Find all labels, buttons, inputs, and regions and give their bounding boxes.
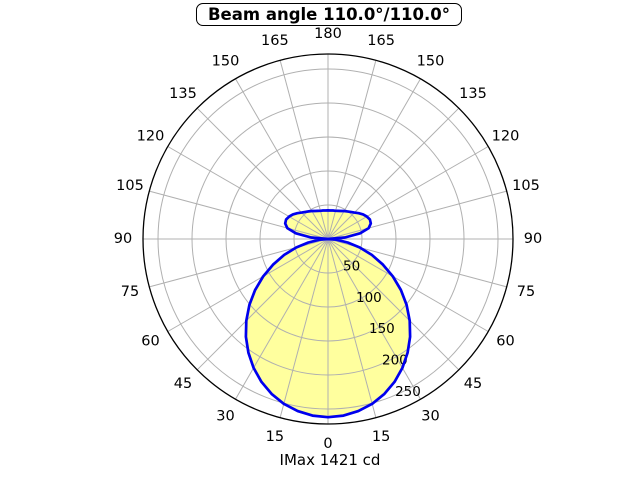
grid-spoke xyxy=(167,238,329,332)
angle-tick-label: 45 xyxy=(174,376,192,392)
angle-tick-label: 120 xyxy=(137,129,165,145)
grid-spoke xyxy=(327,78,421,240)
grid-spoke xyxy=(279,60,329,240)
grid-spoke xyxy=(235,78,329,240)
grid-spoke xyxy=(327,190,507,240)
angle-tick-label: 165 xyxy=(261,33,289,49)
angle-tick-label: 45 xyxy=(464,376,482,392)
angle-tick-label: 105 xyxy=(116,178,144,194)
angle-tick-label: 150 xyxy=(212,54,240,70)
angle-tick-label: 15 xyxy=(266,429,284,445)
grid-spoke xyxy=(327,107,460,240)
radial-tick-label: 100 xyxy=(356,290,382,306)
angle-tick-label: 180 xyxy=(314,26,342,42)
angle-tick-label: 15 xyxy=(372,429,390,445)
radial-tick-label: 150 xyxy=(369,321,395,337)
angle-tick-label: 90 xyxy=(524,231,542,247)
grid-spoke xyxy=(327,238,489,332)
title-box: Beam angle 110.0°/110.0° xyxy=(195,3,463,26)
angle-tick-label: 135 xyxy=(169,86,197,102)
imax-label: IMax 1421 cd xyxy=(279,451,381,469)
angle-tick-label: 0 xyxy=(323,436,332,452)
grid-spoke xyxy=(235,238,329,400)
angle-tick-label: 165 xyxy=(367,33,395,49)
grid-spoke xyxy=(196,238,329,371)
radial-tick-label: 200 xyxy=(382,353,408,369)
grid-spoke xyxy=(327,146,489,240)
angle-tick-label: 75 xyxy=(517,284,535,300)
grid-spoke xyxy=(196,107,329,240)
angle-tick-label: 30 xyxy=(421,409,439,425)
grid-spoke xyxy=(327,238,421,400)
angle-tick-label: 90 xyxy=(114,231,132,247)
intensity-curve xyxy=(244,209,412,419)
grid-spoke xyxy=(327,238,377,418)
angle-tick-label: 120 xyxy=(492,129,520,145)
grid-spoke xyxy=(327,60,377,240)
radial-tick-label: 50 xyxy=(343,258,360,274)
grid-spoke xyxy=(279,238,329,418)
grid-spoke xyxy=(149,190,329,240)
page-title: Beam angle 110.0°/110.0° xyxy=(207,5,451,24)
grid-spoke xyxy=(327,238,460,371)
angle-tick-label: 150 xyxy=(417,54,445,70)
angle-tick-label: 105 xyxy=(512,178,540,194)
grid-spoke xyxy=(167,146,329,240)
angle-tick-label: 30 xyxy=(216,409,234,425)
angle-tick-label: 60 xyxy=(496,334,514,350)
radial-tick-label: 250 xyxy=(395,384,421,400)
angle-tick-label: 60 xyxy=(141,334,159,350)
outer-ring xyxy=(142,53,514,425)
angle-tick-label: 75 xyxy=(121,284,139,300)
angle-tick-label: 135 xyxy=(459,86,487,102)
